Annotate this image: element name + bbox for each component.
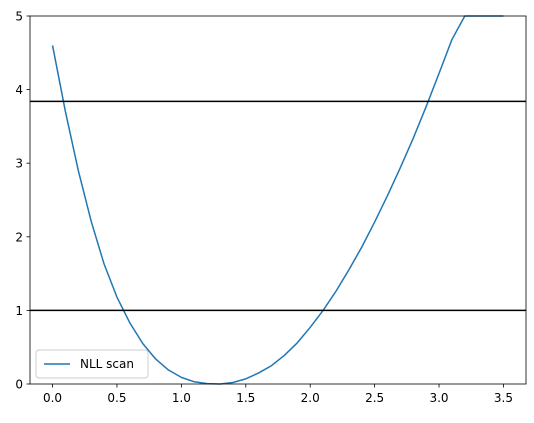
y-tick-label: 2 bbox=[15, 230, 23, 244]
legend: NLL scan bbox=[35, 349, 149, 379]
y-tick-label: 4 bbox=[15, 83, 23, 97]
legend-box bbox=[35, 349, 149, 379]
x-tick-label: 3.0 bbox=[429, 391, 448, 405]
legend-label-nll-scan: NLL scan bbox=[80, 357, 134, 371]
x-tick-label: 0.0 bbox=[43, 391, 62, 405]
y-tick-label: 5 bbox=[15, 10, 23, 24]
x-tick-label: 3.5 bbox=[494, 391, 513, 405]
y-tick-label: 0 bbox=[15, 378, 23, 392]
y-tick-label: 1 bbox=[15, 304, 23, 318]
axis-ticks: 0.0 0.5 1.0 1.5 2.0 2.5 3.0 3.5 0 1 2 3 4 5 bbox=[15, 10, 513, 406]
x-tick-label: 2.5 bbox=[365, 391, 384, 405]
x-tick-label: 1.0 bbox=[172, 391, 191, 405]
x-tick-label: 2.0 bbox=[301, 391, 320, 405]
x-tick-label: 1.5 bbox=[236, 391, 255, 405]
plot-area bbox=[30, 15, 526, 385]
y-tick-label: 3 bbox=[15, 157, 23, 171]
x-tick-label: 0.5 bbox=[107, 391, 126, 405]
axes-frame bbox=[29, 15, 527, 385]
